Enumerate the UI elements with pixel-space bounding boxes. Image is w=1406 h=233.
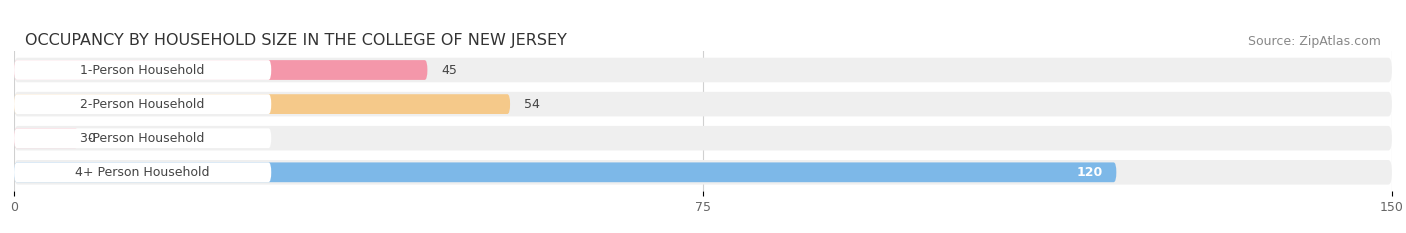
- Text: 2-Person Household: 2-Person Household: [80, 98, 205, 111]
- FancyBboxPatch shape: [14, 60, 427, 80]
- FancyBboxPatch shape: [14, 160, 1392, 185]
- FancyBboxPatch shape: [14, 162, 271, 182]
- FancyBboxPatch shape: [14, 58, 1392, 82]
- Text: OCCUPANCY BY HOUSEHOLD SIZE IN THE COLLEGE OF NEW JERSEY: OCCUPANCY BY HOUSEHOLD SIZE IN THE COLLE…: [25, 34, 567, 48]
- FancyBboxPatch shape: [14, 92, 1392, 116]
- FancyBboxPatch shape: [14, 94, 271, 114]
- FancyBboxPatch shape: [14, 128, 79, 148]
- Text: 0: 0: [87, 132, 96, 145]
- Text: 3-Person Household: 3-Person Household: [80, 132, 205, 145]
- Text: Source: ZipAtlas.com: Source: ZipAtlas.com: [1249, 35, 1381, 48]
- FancyBboxPatch shape: [14, 60, 271, 80]
- Text: 1-Person Household: 1-Person Household: [80, 64, 205, 76]
- Text: 45: 45: [441, 64, 457, 76]
- FancyBboxPatch shape: [14, 162, 1116, 182]
- FancyBboxPatch shape: [14, 94, 510, 114]
- FancyBboxPatch shape: [14, 128, 271, 148]
- Text: 4+ Person Household: 4+ Person Household: [76, 166, 209, 179]
- Text: 120: 120: [1077, 166, 1102, 179]
- FancyBboxPatch shape: [14, 126, 1392, 151]
- Text: 54: 54: [524, 98, 540, 111]
